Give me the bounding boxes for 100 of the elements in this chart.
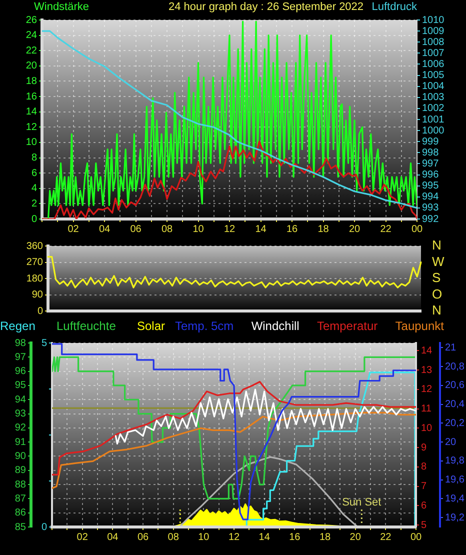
y-tick-label: 14 <box>421 345 433 356</box>
x-tick-label: 22 <box>380 224 392 235</box>
x-tick-label: 18 <box>318 224 330 235</box>
y2-tick-label: 993 <box>422 202 440 214</box>
y-tick-label: 8 <box>31 152 38 164</box>
text: Taupunkt <box>395 319 444 334</box>
y-tick-label: 7 <box>421 481 427 492</box>
y2-tick-label: 1004 <box>422 81 445 92</box>
y-tick-label: 180 <box>26 273 44 284</box>
y2-tick-label: 1007 <box>422 48 445 59</box>
x-tick-label: 08 <box>161 224 173 235</box>
y2-tick-label: 1010 <box>422 14 445 26</box>
y2-tick-label: 1008 <box>422 36 445 48</box>
y-tick-label: 92 <box>14 422 26 434</box>
x-tick-label: 06 <box>130 224 142 235</box>
y2-tick-label: 994 <box>422 192 440 203</box>
x-tick-label: 16 <box>289 532 301 543</box>
y2-tick-label: 20,2 <box>445 418 465 429</box>
x-tick-label: 06 <box>137 532 149 543</box>
text: O <box>432 286 442 302</box>
y-tick-label: 97 <box>14 352 26 363</box>
y-tick-label: 98 <box>14 338 26 349</box>
y2-axis-title: Luftdruck <box>372 1 418 14</box>
y-tick-label: 91 <box>14 436 26 448</box>
y-tick-label: 93 <box>14 408 26 420</box>
text: Windchill <box>251 319 300 334</box>
y2-tick-label: 995 <box>422 180 440 192</box>
y2-tick-label: 20,8 <box>445 361 465 372</box>
text: Temperatur <box>316 319 378 334</box>
chart-title: 24 hour graph day : 26 September 2022 <box>168 1 364 14</box>
y-tick-label: 0 <box>37 306 44 317</box>
y2-tick-label: 19,6 <box>445 474 465 486</box>
text: N <box>432 238 442 253</box>
x-tick-label: 10 <box>192 224 204 235</box>
y-tick-label: 24 <box>26 30 38 42</box>
text: Luftfeuchte <box>56 319 116 334</box>
x-tick-label: 20 <box>350 532 362 543</box>
y2-tick-label: 1000 <box>422 125 445 136</box>
y2-tick-label: 19,4 <box>445 493 465 504</box>
y-tick-label: 85 <box>14 522 26 533</box>
y-tick-label: 4 <box>31 183 38 194</box>
y-axis-title: Windstärke <box>34 1 90 14</box>
y2-tick-label: 997 <box>422 158 440 170</box>
y-tick-label: 12 <box>421 384 433 396</box>
y-tick-label: 94 <box>14 394 26 406</box>
y-tick-label: 8 <box>421 462 427 473</box>
y-tick-label: 95 <box>14 380 26 392</box>
y2-tick-label: 19,8 <box>445 456 465 467</box>
y-tick-label: 22 <box>26 45 38 56</box>
text: N <box>432 302 442 318</box>
y2-tick-label: 998 <box>422 147 440 158</box>
x-tick-label: 14 <box>255 224 267 235</box>
text: Solar <box>136 319 165 334</box>
x-tick-label: 14 <box>258 532 270 543</box>
y-tick-label: 88 <box>14 479 26 490</box>
y2-tick-label: 1001 <box>422 114 445 126</box>
text: S <box>432 270 441 286</box>
x-tick-label: 22 <box>380 532 392 543</box>
y-tick-label: 12 <box>26 122 38 133</box>
y-tick-label: 6 <box>421 500 427 512</box>
x-tick-label: 10 <box>198 532 210 543</box>
text: Regen <box>0 319 36 334</box>
x-tick-label: 20 <box>348 224 360 235</box>
y2-tick-label: 996 <box>422 170 440 181</box>
y2-tick-label: 992 <box>422 214 440 225</box>
x-tick-label: 00 <box>411 224 423 235</box>
x-tick-label: 16 <box>286 224 298 235</box>
y-tick-label: 96 <box>14 366 26 378</box>
y-tick-label: 5 <box>421 520 427 531</box>
x-tick-label: 12 <box>224 224 236 235</box>
y-tick-label: 16 <box>26 91 38 102</box>
y2-tick-label: 20,6 <box>445 380 465 392</box>
y-tick-label: 90 <box>14 450 26 462</box>
x-tick-label: 18 <box>319 532 331 543</box>
y-tick-label: 270 <box>26 257 44 268</box>
x-tick-label: 12 <box>228 532 240 543</box>
y-tick-label: 14 <box>26 106 38 118</box>
y-tick-label: 2 <box>31 198 38 210</box>
y2-tick-label: 20 <box>445 436 457 448</box>
ref-line-label: Sun Set <box>342 496 382 509</box>
y2-tick-label: 1006 <box>422 58 445 70</box>
y2-tick-label: 19,2 <box>445 512 465 524</box>
y-tick-label: 20 <box>26 60 38 72</box>
y-tick-label: 0 <box>31 214 38 225</box>
y-tick-label: 18 <box>26 76 38 87</box>
y-tick-label: 90 <box>32 290 44 300</box>
y-tick-label: 9 <box>421 442 427 454</box>
text: Temp. 5cm <box>175 319 234 334</box>
x-tick-label: 02 <box>68 224 80 235</box>
x-tick-label: 04 <box>107 532 119 543</box>
y-tick-label: 10 <box>421 422 433 434</box>
text: W <box>432 254 445 269</box>
y2-tick-label: 1002 <box>422 103 445 114</box>
x-tick-label: 02 <box>76 532 88 543</box>
y-tick-label: 11 <box>421 404 432 415</box>
y-tick-label: 13 <box>421 364 433 376</box>
x-tick-label: 08 <box>168 532 180 543</box>
y-tick-label: 86 <box>14 508 26 519</box>
y2-tick-label: 999 <box>422 136 440 148</box>
y-tick-label: 26 <box>26 14 38 26</box>
